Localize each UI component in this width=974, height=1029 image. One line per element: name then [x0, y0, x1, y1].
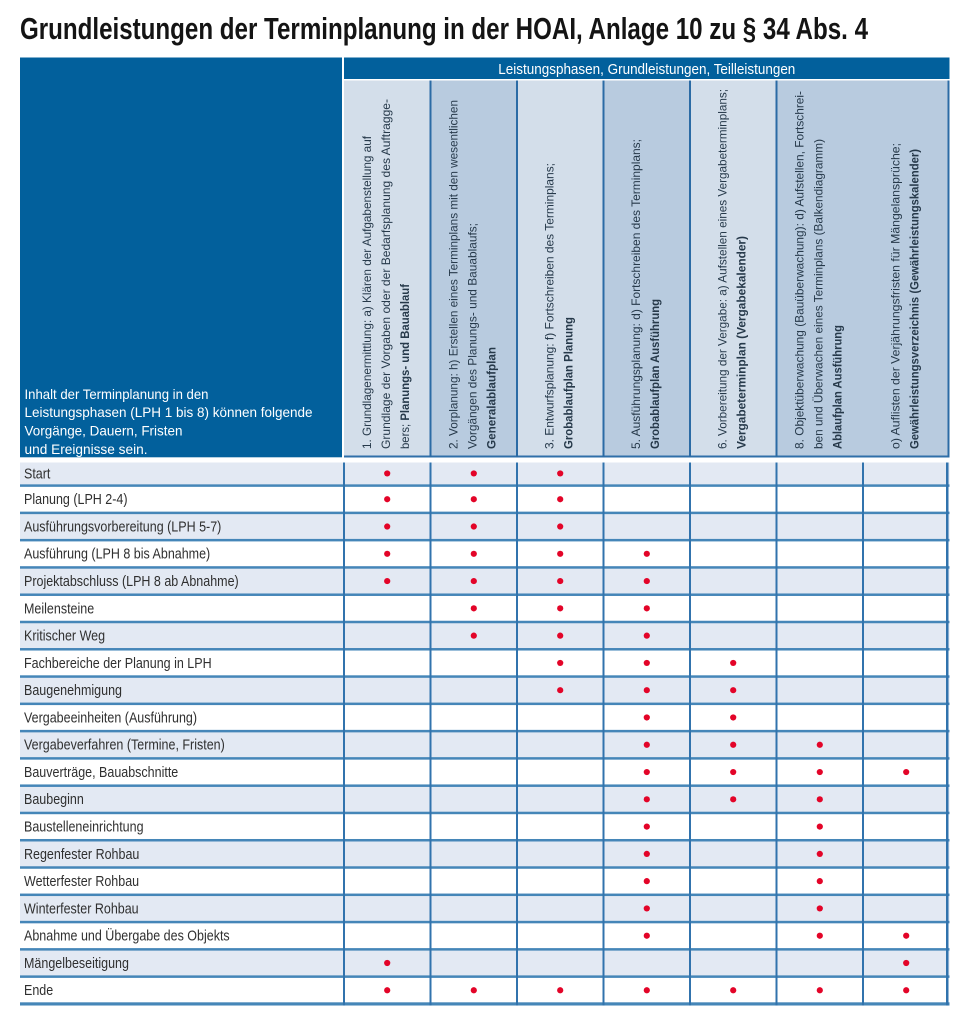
svg-text:Vergabeeinheiten (Ausführung): Vergabeeinheiten (Ausführung): [24, 710, 197, 726]
svg-text:Ablaufplan Ausführung: Ablaufplan Ausführung: [831, 325, 845, 449]
svg-text:Start: Start: [24, 466, 51, 482]
svg-text:5. Ausführungsplanung: d) Fort: 5. Ausführungsplanung: d) Fortschreiben …: [629, 139, 643, 449]
svg-text:Vergabeterminplan (Vergabekale: Vergabeterminplan (Vergabekalender): [735, 236, 749, 449]
svg-text:Grundlage der Vorgaben oder de: Grundlage der Vorgaben oder der Bedarfsp…: [379, 99, 393, 449]
svg-text:ben und Überwachen eines Termi: ben und Überwachen eines Terminplans (Ba…: [812, 139, 826, 449]
svg-text:2. Vorplanung: h) Erstellen ei: 2. Vorplanung: h) Erstellen eines Termin…: [446, 100, 460, 449]
svg-text:Grobablaufplan Planung: Grobablaufplan Planung: [562, 317, 576, 449]
svg-text:Fachbereiche der Planung in LP: Fachbereiche der Planung in LPH: [24, 655, 212, 671]
svg-text:Baustelleneinrichtung: Baustelleneinrichtung: [24, 819, 144, 835]
svg-text:8. Objektüberwachung (Bauüberw: 8. Objektüberwachung (Bauüberwachung): d…: [792, 91, 806, 449]
svg-text:Grobablaufplan Ausführung: Grobablaufplan Ausführung: [648, 299, 662, 449]
svg-text:Baugenehmigung: Baugenehmigung: [24, 682, 122, 698]
svg-text:3. Entwurfsplanung: f) Fortsch: 3. Entwurfsplanung: f) Fortschreiben des…: [543, 163, 557, 449]
svg-text:Planung (LPH 2-4): Planung (LPH 2-4): [24, 491, 128, 507]
svg-text:Leistungsphasen (LPH 1 bis 8): Leistungsphasen (LPH 1 bis 8) können fol…: [25, 404, 313, 420]
svg-text:Winterfester Rohbau: Winterfester Rohbau: [24, 901, 139, 917]
svg-text:Baubeginn: Baubeginn: [24, 791, 84, 807]
svg-text:Inhalt der Terminplanung in de: Inhalt der Terminplanung in den: [25, 386, 209, 402]
svg-text:Bauverträge, Bauabschnitte: Bauverträge, Bauabschnitte: [24, 764, 178, 780]
svg-text:Ende: Ende: [24, 982, 53, 998]
svg-text:Meilensteine: Meilensteine: [24, 600, 94, 616]
svg-text:Kritischer Weg: Kritischer Weg: [24, 628, 105, 644]
svg-text:Ausführungsvorbereitung (LPH 5: Ausführungsvorbereitung (LPH 5-7): [24, 519, 221, 535]
svg-text:Projektabschluss (LPH 8 ab Abn: Projektabschluss (LPH 8 ab Abnahme): [24, 573, 239, 589]
svg-text:und Ereignisse sein.: und Ereignisse sein.: [25, 441, 148, 457]
svg-text:Regenfester Rohbau: Regenfester Rohbau: [24, 846, 139, 862]
svg-text:Vorgängen des Planungs- und Ba: Vorgängen des Planungs- und Bauablaufs;: [466, 223, 480, 449]
svg-text:Leistungsphasen, Grundleistung: Leistungsphasen, Grundleistungen, Teille…: [498, 62, 795, 78]
svg-text:1. Grundlagenermittlung: a) Kl: 1. Grundlagenermittlung: a) Klären der A…: [360, 135, 374, 449]
svg-text:Gewährleistungsverzeichnis (Ge: Gewährleistungsverzeichnis (Gewährleistu…: [908, 149, 922, 449]
svg-text:Vorgänge, Dauern, Fristen: Vorgänge, Dauern, Fristen: [25, 423, 183, 439]
svg-text:Wetterfester Rohbau: Wetterfester Rohbau: [24, 873, 139, 889]
svg-text:Generalablaufplan: Generalablaufplan: [485, 347, 499, 449]
svg-text:Abnahme und Übergabe des Objek: Abnahme und Übergabe des Objekts: [24, 928, 230, 944]
svg-text:Grundleistungen der Terminplan: Grundleistungen der Terminplanung in der…: [20, 12, 868, 46]
svg-text:Ausführung (LPH 8 bis Abnahme): Ausführung (LPH 8 bis Abnahme): [24, 546, 210, 562]
svg-text:bers; Planungs- und Bauablauf: bers; Planungs- und Bauablauf: [398, 283, 412, 449]
svg-text:Mängelbeseitigung: Mängelbeseitigung: [24, 955, 129, 971]
svg-text:6. Vorbereitung der Vergabe: a: 6. Vorbereitung der Vergabe: a) Aufstell…: [716, 89, 730, 449]
svg-text:o) Auflisten der Verjährungsfr: o) Auflisten der Verjährungsfristen für …: [889, 143, 903, 449]
svg-text:Vergabeverfahren (Termine, Fri: Vergabeverfahren (Termine, Fristen): [24, 737, 225, 753]
